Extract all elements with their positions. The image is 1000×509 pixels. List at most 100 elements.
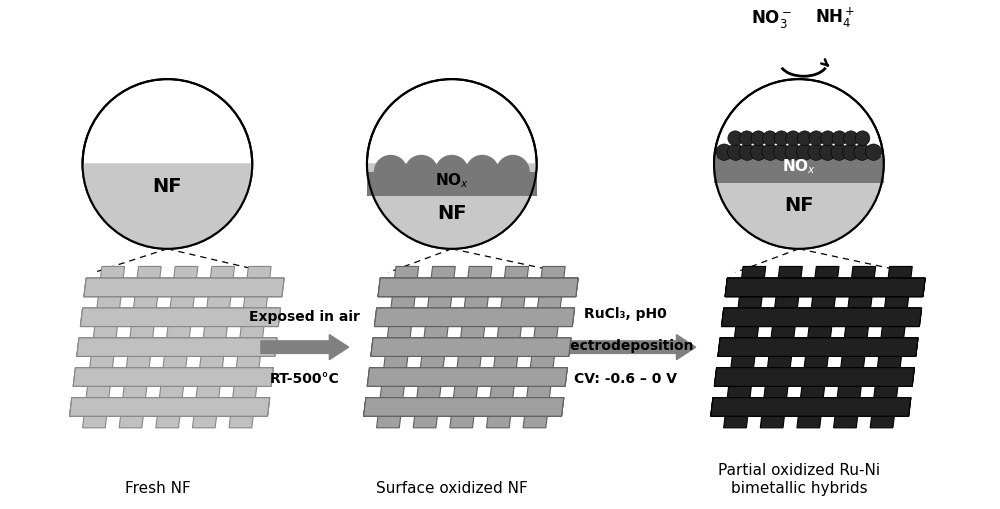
Polygon shape [725,278,925,297]
Circle shape [819,145,836,161]
Circle shape [808,145,824,161]
Circle shape [404,156,438,189]
Circle shape [809,132,824,146]
Polygon shape [378,278,578,297]
Circle shape [374,156,408,189]
Polygon shape [84,278,284,297]
Polygon shape [760,267,802,428]
Circle shape [855,132,870,146]
Polygon shape [364,398,564,416]
Text: RuCl₃, pH0: RuCl₃, pH0 [584,306,667,321]
Polygon shape [84,278,284,297]
Polygon shape [83,267,125,428]
Polygon shape [413,267,455,428]
Polygon shape [73,368,273,386]
Polygon shape [77,338,277,357]
Polygon shape [725,278,925,297]
Polygon shape [711,398,911,416]
Polygon shape [70,398,270,416]
Text: CV: -0.6 – 0 V: CV: -0.6 – 0 V [574,372,677,385]
Circle shape [832,132,847,146]
Bar [714,157,884,184]
Text: NF: NF [784,195,814,214]
Polygon shape [724,267,766,428]
Circle shape [728,132,743,146]
Circle shape [739,132,754,146]
Text: Electrodeposition: Electrodeposition [557,338,694,353]
Polygon shape [486,267,529,428]
Polygon shape [718,338,918,357]
Polygon shape [367,368,567,386]
Circle shape [739,145,755,161]
Text: Partial oxidized Ru-Ni
bimetallic hybrids: Partial oxidized Ru-Ni bimetallic hybrid… [718,462,880,495]
Polygon shape [722,308,922,327]
Text: NO$_x$: NO$_x$ [435,171,469,190]
Circle shape [751,132,766,146]
Polygon shape [371,338,571,357]
Text: NO$_x$: NO$_x$ [782,157,816,176]
Text: Fresh NF: Fresh NF [125,479,191,495]
Polygon shape [523,267,565,428]
Polygon shape [73,368,273,386]
Circle shape [83,80,252,249]
Text: NO$_3^-$: NO$_3^-$ [751,8,792,30]
Bar [367,173,537,196]
FancyArrow shape [555,335,696,360]
Circle shape [750,145,767,161]
Polygon shape [80,308,280,327]
Polygon shape [725,278,925,297]
Polygon shape [797,267,839,428]
Polygon shape [70,398,270,416]
Polygon shape [834,267,876,428]
Polygon shape [371,338,571,357]
Polygon shape [371,338,571,357]
Text: NF: NF [437,203,467,222]
Circle shape [844,132,858,146]
Polygon shape [192,267,235,428]
Circle shape [496,156,530,189]
Text: Surface oxidized NF: Surface oxidized NF [376,479,528,495]
Polygon shape [70,398,270,416]
Polygon shape [374,308,574,327]
Polygon shape [714,368,914,386]
Polygon shape [714,368,914,386]
Polygon shape [718,338,918,357]
Circle shape [842,145,859,161]
Polygon shape [450,267,492,428]
Polygon shape [711,398,911,416]
Polygon shape [374,308,574,327]
Polygon shape [70,398,270,416]
Polygon shape [156,267,198,428]
Polygon shape [367,164,537,249]
Text: NH$_4^+$: NH$_4^+$ [815,6,856,30]
Circle shape [785,145,801,161]
Polygon shape [73,368,273,386]
Polygon shape [83,164,252,249]
Circle shape [762,145,778,161]
Polygon shape [714,368,914,386]
Polygon shape [84,278,284,297]
Circle shape [786,132,800,146]
Circle shape [728,145,744,161]
Circle shape [797,132,812,146]
Polygon shape [77,338,277,357]
Text: NF: NF [153,176,182,195]
Polygon shape [718,338,918,357]
Circle shape [774,132,789,146]
Polygon shape [714,164,884,249]
Polygon shape [364,398,564,416]
Circle shape [831,145,847,161]
Polygon shape [725,278,925,297]
Polygon shape [378,278,578,297]
Circle shape [367,80,537,249]
Polygon shape [374,308,574,327]
Polygon shape [364,398,564,416]
Polygon shape [364,398,564,416]
Text: Exposed in air: Exposed in air [249,309,360,323]
Circle shape [716,145,732,161]
FancyArrow shape [261,335,349,360]
Text: RT-500°C: RT-500°C [270,372,340,385]
Circle shape [854,145,870,161]
Circle shape [796,145,813,161]
Circle shape [714,80,884,249]
